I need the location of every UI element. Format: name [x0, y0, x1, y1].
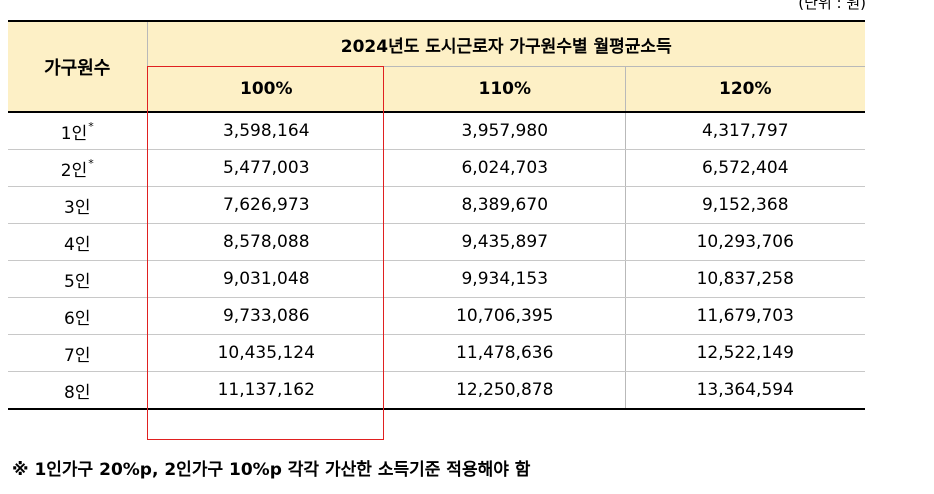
table-row: 5인 9,031,048 9,934,153 10,837,258 — [8, 260, 865, 298]
income-value-cell: 9,031,048 — [147, 260, 385, 298]
household-size-cell: 2인* — [8, 149, 148, 187]
table-row: 2인* 5,477,003 6,024,703 6,572,404 — [8, 149, 865, 187]
asterisk-mark: * — [88, 119, 94, 133]
income-group-header: 2024년도 도시근로자 가구원수별 월평균소득 — [147, 20, 865, 67]
table-body: 1인* 3,598,164 3,957,980 4,317,797 2인* 5,477,0… — [8, 112, 865, 410]
household-size-cell: 8인 — [8, 371, 148, 410]
income-value-cell: 11,478,636 — [385, 334, 626, 372]
income-value-cell: 7,626,973 — [147, 186, 385, 224]
asterisk-mark: * — [88, 156, 94, 170]
income-value-cell: 6,572,404 — [625, 149, 865, 187]
household-size-label: 2인 — [60, 160, 88, 181]
table-row: 7인 10,435,124 11,478,636 12,522,149 — [8, 334, 865, 372]
income-value-cell: 10,435,124 — [147, 334, 385, 372]
household-size-cell: 5인 — [8, 260, 148, 298]
table-row: 6인 9,733,086 10,706,395 11,679,703 — [8, 297, 865, 335]
household-size-label: 7인 — [64, 345, 91, 366]
income-value-cell: 12,522,149 — [625, 334, 865, 372]
income-value-cell: 3,957,980 — [385, 112, 626, 150]
table-row: 1인* 3,598,164 3,957,980 4,317,797 — [8, 112, 865, 150]
footnote: ※ 1인가구 20%p, 2인가구 10%p 각각 가산한 소득기준 적용해야 … — [12, 460, 531, 480]
table-row: 8인 11,137,162 12,250,878 13,364,594 — [8, 371, 865, 410]
household-size-label: 4인 — [64, 234, 91, 255]
household-size-cell: 1인* — [8, 112, 148, 150]
income-value-cell: 8,389,670 — [385, 186, 626, 224]
income-table: 가구원수 2024년도 도시근로자 가구원수별 월평균소득 100% 110% … — [8, 20, 865, 410]
household-size-label: 8인 — [64, 382, 91, 403]
household-size-cell: 4인 — [8, 223, 148, 261]
column-header-100: 100% — [147, 66, 385, 113]
income-value-cell: 8,578,088 — [147, 223, 385, 261]
income-value-cell: 9,152,368 — [625, 186, 865, 224]
income-value-cell: 11,679,703 — [625, 297, 865, 335]
income-value-cell: 13,364,594 — [625, 371, 865, 410]
income-value-cell: 3,598,164 — [147, 112, 385, 150]
income-value-cell: 11,137,162 — [147, 371, 385, 410]
table-row: 3인 7,626,973 8,389,670 9,152,368 — [8, 186, 865, 224]
table-row: 4인 8,578,088 9,435,897 10,293,706 — [8, 223, 865, 261]
income-value-cell: 6,024,703 — [385, 149, 626, 187]
column-header-110: 110% — [385, 66, 626, 113]
household-size-label: 5인 — [64, 271, 91, 292]
income-value-cell: 9,435,897 — [385, 223, 626, 261]
household-size-label: 6인 — [64, 308, 91, 329]
income-value-cell: 5,477,003 — [147, 149, 385, 187]
household-size-cell: 3인 — [8, 186, 148, 224]
household-size-cell: 7인 — [8, 334, 148, 372]
household-size-header: 가구원수 — [8, 20, 148, 113]
unit-label: (단위 : 원) — [798, 0, 866, 12]
household-size-cell: 6인 — [8, 297, 148, 335]
income-value-cell: 4,317,797 — [625, 112, 865, 150]
income-value-cell: 10,293,706 — [625, 223, 865, 261]
income-value-cell: 10,706,395 — [385, 297, 626, 335]
household-size-label: 3인 — [64, 197, 91, 218]
income-value-cell: 9,934,153 — [385, 260, 626, 298]
column-header-120: 120% — [625, 66, 865, 113]
household-size-label: 1인 — [60, 123, 88, 144]
income-value-cell: 12,250,878 — [385, 371, 626, 410]
income-value-cell: 10,837,258 — [625, 260, 865, 298]
income-value-cell: 9,733,086 — [147, 297, 385, 335]
